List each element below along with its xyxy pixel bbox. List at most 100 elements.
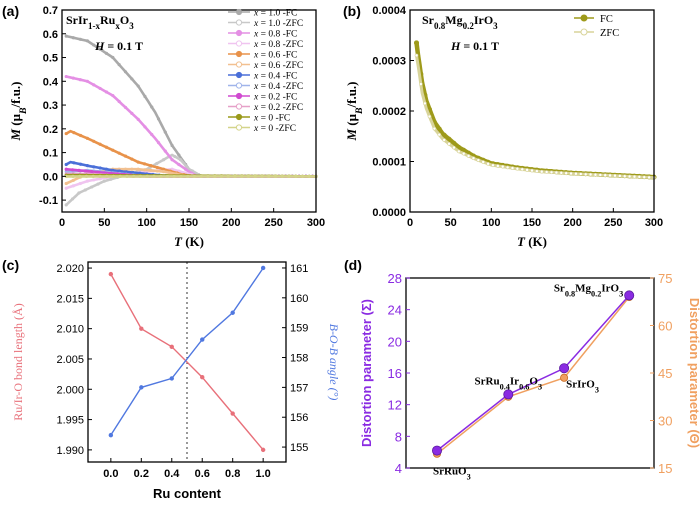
data-point: [92, 139, 96, 143]
x-tick-label: 0.0: [103, 468, 118, 480]
data-point: [111, 93, 115, 98]
chart-title: Sr0.8Mg0.2IrO3: [422, 13, 498, 31]
y-tick-label: 0.7: [43, 5, 58, 17]
data-point: [143, 125, 147, 129]
data-point: [90, 170, 94, 174]
x-tick-label: 0.6: [195, 468, 210, 480]
legend-marker: [235, 113, 243, 121]
y-tick-label: 24: [388, 303, 402, 318]
x-tick-label: 0: [407, 217, 413, 229]
data-point: [102, 179, 106, 183]
data-point: [98, 142, 102, 146]
data-point: [105, 174, 109, 178]
field-annotation: H = 0.1 T: [450, 39, 499, 53]
data-point: [486, 162, 490, 166]
data-point: [92, 83, 96, 87]
field-annotation: H = 0.1 T: [94, 39, 143, 53]
data-point: [72, 161, 76, 165]
data-point: [143, 94, 147, 99]
data-point: [419, 82, 423, 86]
data-point: [156, 117, 161, 121]
y2-tick-label: 160: [290, 293, 308, 305]
data-point: [169, 376, 174, 381]
y2-tick-label: 75: [658, 271, 672, 286]
data-point: [152, 174, 156, 178]
y2-tick-label: 157: [290, 382, 308, 394]
legend-label: x = 0.8 -ZFC: [253, 40, 303, 50]
data-point: [618, 174, 622, 178]
legend-marker: [580, 28, 588, 36]
data-point: [554, 170, 559, 175]
y-axis-label: Distortion parameter (Σ): [359, 299, 374, 447]
y2-tick-label: 156: [290, 412, 308, 424]
data-point: [71, 184, 75, 188]
data-point: [260, 265, 266, 271]
data-point: [603, 173, 608, 178]
data-point: [149, 164, 153, 168]
data-point: [273, 174, 278, 178]
data-point: [64, 34, 68, 38]
y-tick-label: 0.1: [43, 148, 58, 160]
legend-label: x = 0.2 -ZFC: [253, 103, 303, 113]
data-point: [200, 374, 205, 380]
data-point: [574, 171, 578, 176]
y-tick-label: 0.4: [43, 76, 59, 88]
x-tick-label: 100: [137, 217, 155, 229]
data-point: [213, 174, 217, 178]
point-label: SrIrO3: [566, 378, 599, 394]
data-point: [155, 161, 159, 166]
data-point: [539, 169, 544, 174]
point-label: Sr0.8Mg0.2IrO3: [554, 282, 623, 298]
y2-axis-label: Distortion parameter (Θ): [687, 298, 700, 448]
data-point: [267, 174, 271, 178]
y2-tick-label: 45: [658, 366, 672, 381]
point-label: SrRuO3: [433, 466, 471, 482]
data-point: [150, 105, 154, 109]
legend-marker: [235, 124, 243, 131]
data-point: [491, 163, 495, 168]
data-point: [178, 158, 183, 162]
data-point: [132, 174, 136, 178]
data-point: [104, 51, 109, 55]
data-point: [627, 174, 632, 179]
data-point: [535, 169, 539, 173]
data-point: [85, 136, 89, 140]
data-point: [179, 174, 183, 178]
data-point: [503, 389, 514, 400]
y2-axis-label: B-O-B angle (°): [327, 324, 341, 401]
data-point: [150, 132, 154, 137]
y-axis-label: Ru/Ir-O bond length (Å): [11, 303, 25, 420]
legend-label: x = 0.2 -FC: [253, 93, 297, 103]
data-point: [233, 174, 237, 178]
data-point: [79, 162, 83, 166]
x-tick-label: 150: [523, 217, 541, 229]
data-point: [130, 111, 134, 115]
data-point: [77, 168, 81, 173]
data-point: [219, 174, 224, 178]
data-point: [559, 363, 570, 374]
data-point: [72, 131, 76, 135]
data-point: [138, 174, 143, 178]
data-point: [70, 197, 75, 201]
data-point: [170, 158, 174, 162]
data-point: [173, 154, 177, 159]
data-point: [130, 77, 134, 81]
x-tick-label: 0.4: [164, 468, 180, 480]
series-line: [110, 267, 264, 436]
data-point: [108, 271, 114, 277]
data-point: [184, 167, 188, 171]
y2-tick-label: 155: [290, 442, 308, 454]
data-point: [496, 164, 500, 168]
y-tick-label: 0.0000: [372, 207, 406, 219]
legend-marker: [235, 103, 243, 110]
series-line: [414, 40, 657, 180]
data-point: [149, 168, 153, 173]
data-point: [79, 133, 83, 138]
data-point: [287, 174, 291, 178]
data-point: [632, 174, 637, 179]
data-point: [78, 37, 82, 41]
data-point: [559, 171, 564, 175]
y-tick-label: 0.2: [43, 124, 58, 136]
data-point: [525, 168, 529, 172]
